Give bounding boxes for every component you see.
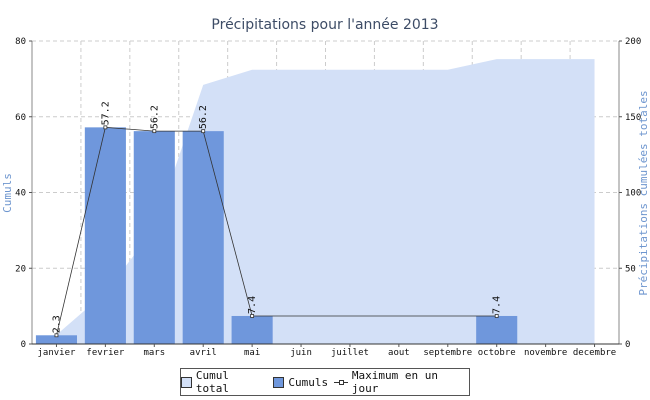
y-tick-label-left: 80 (15, 37, 26, 47)
legend-label: Cumuls (288, 375, 329, 389)
legend-item-cumul-total: Cumul total (181, 369, 267, 395)
chart: Précipitations pour l'année 2013 0 20 40 60… (1, 17, 650, 358)
legend-item-maximum: Maximum en un jour (334, 369, 469, 395)
bar (182, 131, 224, 344)
legend-swatch-area (181, 376, 192, 388)
y-tick-label-left: 0 (21, 340, 26, 350)
x-tick-label: aout (388, 348, 410, 358)
bar (231, 315, 273, 344)
bar (35, 335, 78, 344)
legend-label: Cumul total (195, 369, 229, 395)
legend-swatch-line (334, 377, 348, 388)
legend: Cumul total Cumuls Maximum en un jour (180, 368, 470, 396)
data-label: 56.2 (149, 105, 160, 129)
x-tick-label: octobre (478, 348, 516, 358)
x-tick-label: mai (244, 348, 260, 358)
y-tick-label-left: 20 (15, 264, 26, 274)
line-point (494, 314, 499, 318)
legend-label: Maximum en un jour (351, 369, 438, 395)
bar-series (35, 127, 518, 344)
y-tick-label-right: 200 (625, 37, 641, 47)
x-tick-label: novembre (524, 348, 567, 358)
y-tick-label-left: 60 (15, 113, 26, 123)
x-tick-label: avril (190, 348, 217, 358)
legend-swatch-bar (273, 376, 285, 388)
y-tick-label-right: 150 (625, 113, 641, 123)
y-tick-label-right: 0 (625, 340, 630, 350)
line-series (54, 125, 499, 338)
data-label: 56.2 (198, 105, 209, 129)
line-point (250, 314, 255, 318)
y-tick-label-right: 100 (625, 189, 641, 199)
y-tick-label-left: 40 (15, 189, 26, 199)
line-point (152, 129, 157, 134)
line-point (103, 125, 108, 130)
line-point (54, 333, 59, 338)
y-axis-right-label: Précipitations cumulées totales (637, 90, 650, 295)
bar (84, 127, 126, 344)
bar (476, 315, 518, 344)
legend-item-cumuls: Cumuls (273, 376, 328, 389)
x-tick-label: mars (143, 348, 165, 358)
x-tick-label: decembre (573, 348, 616, 358)
y-axis-left-label: Cumuls (1, 173, 14, 213)
data-label: 7.4 (247, 296, 258, 314)
y-tick-label-right: 50 (625, 264, 636, 274)
line-point (201, 129, 206, 134)
x-tick-label: juillet (331, 348, 369, 358)
chart-title: Précipitations pour l'année 2013 (211, 17, 438, 33)
axes: 0 20 40 60 80 0 50 100 150 200 janvier fevrier mars a… (15, 37, 641, 358)
x-tick-label: fevrier (86, 348, 125, 358)
x-tick-label: juin (290, 348, 312, 358)
x-tick-label: septembre (423, 348, 472, 358)
data-label: 2.3 (51, 315, 62, 333)
data-label: 57.2 (100, 101, 111, 125)
x-tick-label: janvier (37, 348, 76, 358)
bar (133, 131, 175, 344)
data-labels: 2.3 57.2 56.2 56.2 7.4 7.4 (51, 101, 502, 333)
line-maximum (56, 126, 497, 336)
data-label: 7.4 (492, 296, 503, 314)
